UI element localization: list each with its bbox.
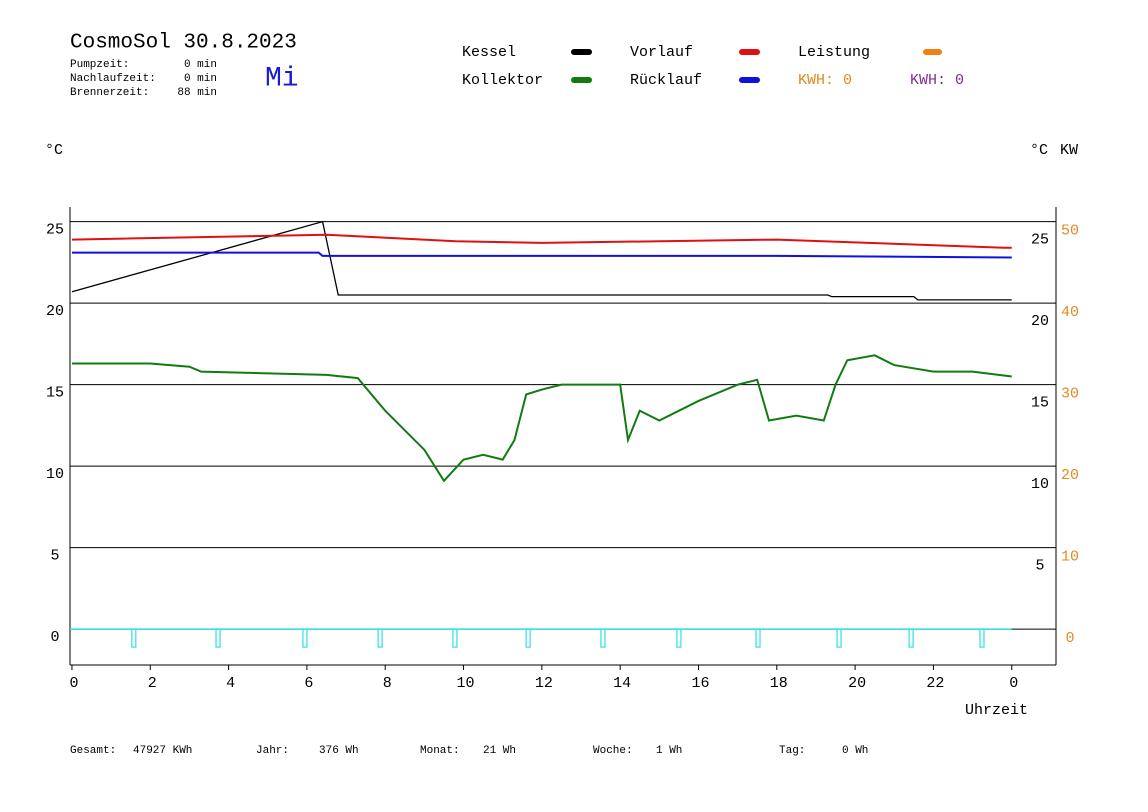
- x-tick-label: 2: [148, 675, 157, 692]
- footer-label: Gesamt:: [70, 745, 116, 757]
- x-tick-label: 14: [613, 675, 631, 692]
- stat-value: 88 min: [177, 87, 217, 99]
- pulse: [302, 628, 308, 648]
- y-tick-label: 20: [46, 303, 64, 320]
- x-tick-label: 0: [1009, 675, 1018, 692]
- footer-value: 21 Wh: [483, 745, 516, 757]
- y-tick-label: 0: [50, 629, 59, 646]
- y-tick-label: 5: [50, 548, 59, 565]
- pulse: [676, 628, 682, 648]
- x-tick-label: 10: [457, 675, 475, 692]
- kwh: KWH: 0: [798, 72, 852, 89]
- x-tick-label: 20: [848, 675, 866, 692]
- x-label: Uhrzeit: [965, 702, 1028, 719]
- footer-value: 47927 KWh: [133, 745, 192, 757]
- footer-label: Monat:: [420, 745, 460, 757]
- footer-label: Tag:: [779, 745, 805, 757]
- y2-tick-label: 40: [1061, 304, 1079, 321]
- y-tick-label: 15: [46, 385, 64, 402]
- pulse: [131, 628, 137, 648]
- pulse: [215, 628, 221, 648]
- y2-label-c: °C: [1030, 142, 1048, 159]
- pulse: [600, 628, 606, 648]
- x-tick-label: 16: [691, 675, 709, 692]
- legend-label: Leistung: [798, 44, 870, 61]
- footer-value: 376 Wh: [319, 745, 359, 757]
- x-tick-label: 4: [226, 675, 235, 692]
- pulse: [755, 628, 761, 648]
- legend-label: Kessel: [462, 44, 516, 61]
- footer-value: 1 Wh: [656, 745, 682, 757]
- stat-label: Pumpzeit:: [70, 59, 129, 71]
- title: CosmoSol 30.8.2023: [70, 32, 297, 55]
- y2-tick-label: 50: [1061, 223, 1079, 240]
- series-line: [71, 354, 1012, 483]
- pulse: [525, 628, 531, 648]
- series-line: [71, 233, 1012, 249]
- series-line: [71, 251, 1012, 259]
- x-tick-label: 22: [926, 675, 944, 692]
- y2-tick-label: 20: [1061, 467, 1079, 484]
- x-tick-label: 18: [770, 675, 788, 692]
- y-tick-label: 10: [46, 466, 64, 483]
- stat-label: Nachlaufzeit:: [70, 73, 156, 85]
- x-tick-label: 0: [69, 675, 78, 692]
- y-right-tick-label: 10: [1031, 476, 1049, 493]
- x-tick-label: 8: [383, 675, 392, 692]
- x-tick-label: 12: [535, 675, 553, 692]
- stat-value: 0 min: [184, 59, 217, 71]
- x-tick-label: 6: [304, 675, 313, 692]
- legend-label: Kollektor: [462, 72, 543, 89]
- kwh: KWH: 0: [910, 72, 964, 89]
- y-label: °C: [45, 142, 63, 159]
- y2-tick-label: 0: [1065, 630, 1074, 647]
- footer-label: Woche:: [593, 745, 633, 757]
- y-right-tick-label: 15: [1031, 395, 1049, 412]
- stat-label: Brennerzeit:: [70, 87, 149, 99]
- y-tick-label: 25: [46, 222, 64, 239]
- day: Mi: [265, 63, 299, 94]
- y-right-tick-label: 5: [1035, 558, 1044, 575]
- pulse: [377, 628, 383, 648]
- pulse: [979, 628, 985, 648]
- footer-label: Jahr:: [256, 745, 289, 757]
- pulse: [908, 628, 914, 648]
- pulse: [836, 628, 842, 648]
- series-line: [71, 220, 1012, 301]
- footer-value: 0 Wh: [842, 745, 868, 757]
- y-right-tick-label: 20: [1031, 313, 1049, 330]
- y-right-tick-label: 25: [1031, 232, 1049, 249]
- legend-label: Vorlauf: [630, 44, 693, 61]
- y2-tick-label: 30: [1061, 386, 1079, 403]
- legend-label: Rücklauf: [630, 72, 702, 89]
- y2-label: KW: [1060, 142, 1078, 159]
- pulse: [452, 628, 458, 648]
- y2-tick-label: 10: [1061, 549, 1079, 566]
- stat-value: 0 min: [184, 73, 217, 85]
